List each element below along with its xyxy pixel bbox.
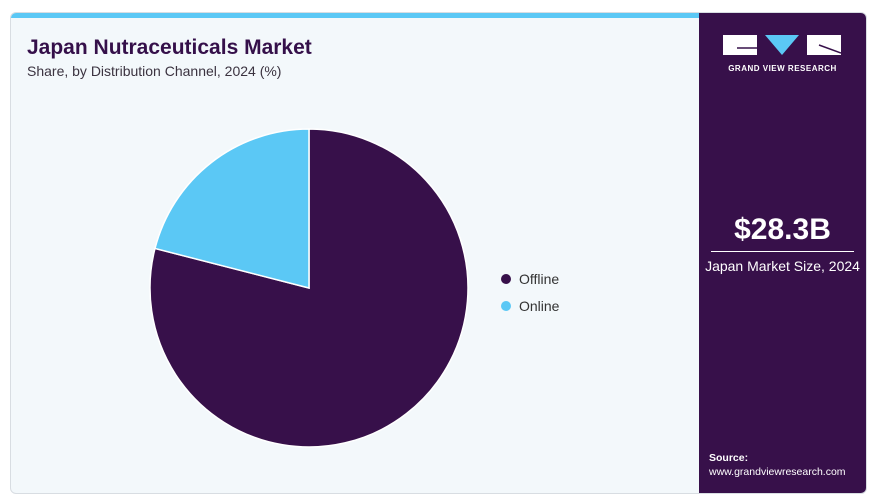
chart-title: Japan Nutraceuticals Market (27, 36, 312, 59)
chart-subtitle: Share, by Distribution Channel, 2024 (%) (27, 63, 282, 79)
chart-card: Japan Nutraceuticals Market Share, by Di… (10, 12, 867, 494)
side-panel: GRAND VIEW RESEARCH $28.3B Japan Market … (699, 13, 866, 493)
market-size-value: $28.3B (734, 213, 831, 246)
pie-slice-online (154, 128, 310, 289)
legend-label: Offline (519, 270, 560, 287)
brand-name: GRAND VIEW RESEARCH (728, 64, 837, 73)
pie-chart (149, 128, 469, 448)
accent-bar (11, 13, 699, 18)
source-label: Source: (709, 452, 749, 464)
source-url: www.grandviewresearch.com (709, 466, 846, 478)
divider (711, 251, 854, 252)
market-size-label: Japan Market Size, 2024 (705, 258, 860, 274)
legend: Offline Online (501, 265, 559, 319)
legend-swatch (501, 273, 511, 284)
legend-label: Online (519, 297, 560, 314)
legend-swatch (501, 300, 511, 311)
legend-item-online: Online (501, 292, 559, 319)
source: Source: www.grandviewresearch.com (709, 451, 846, 479)
gvr-logo (723, 35, 841, 55)
legend-item-offline: Offline (501, 265, 559, 292)
